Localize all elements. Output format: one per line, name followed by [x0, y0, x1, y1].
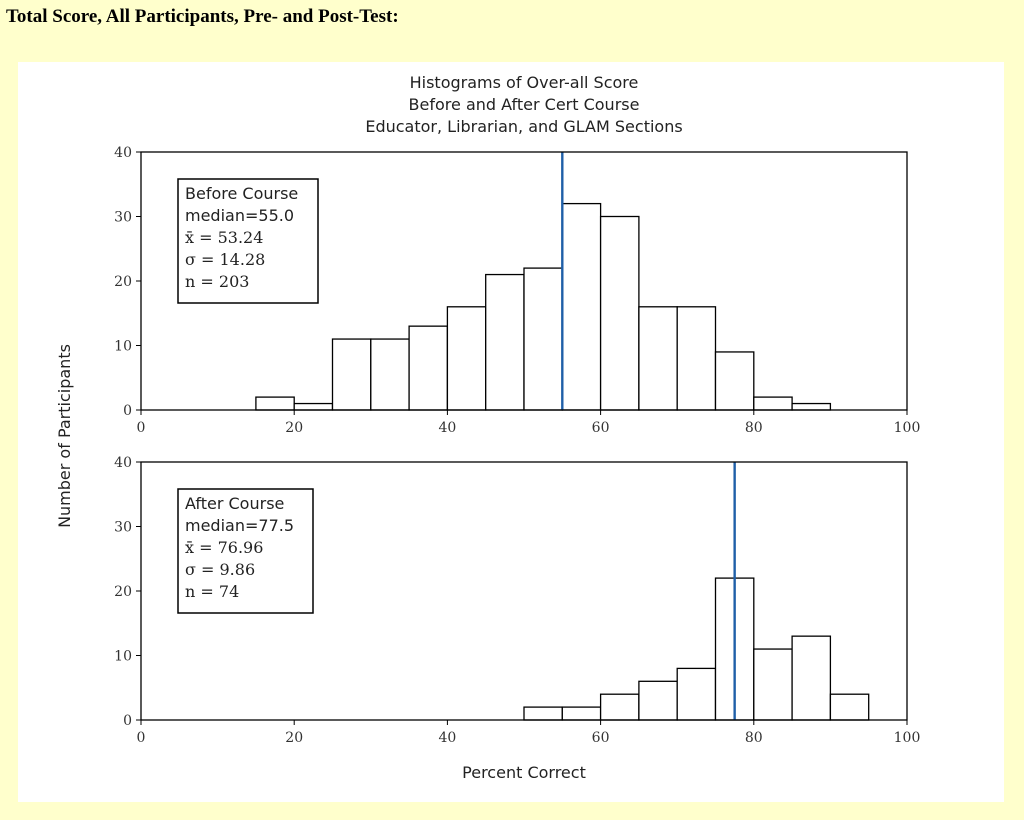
histogram-bar: [561, 202, 602, 411]
chart-title-line: Educator, Librarian, and GLAM Sections: [365, 117, 682, 136]
legend-line: n = 203: [185, 272, 249, 291]
x-tick-label: 40: [438, 730, 456, 746]
y-tick-label: 40: [114, 145, 132, 161]
x-tick-label: 80: [745, 730, 763, 746]
panel-before-course: 0 10 20 30 40 0 20 40 60 80 100 Before Course median…: [114, 145, 920, 436]
stats-legend: Before Course median=55.0 x̄ = 53.24 σ = 14…: [177, 178, 319, 304]
chart-title-line: Histograms of Over-all Score: [410, 73, 639, 92]
histogram-bar: [714, 351, 755, 411]
x-tick-label: 100: [894, 730, 921, 746]
histogram-bar: [485, 273, 525, 411]
legend-line: σ = 9.86: [185, 560, 255, 579]
histogram-bar: [370, 338, 410, 411]
legend-line: σ = 14.28: [185, 250, 265, 269]
y-tick-label: 0: [123, 403, 132, 419]
y-tick-label: 40: [114, 455, 132, 471]
x-tick-label: 0: [137, 730, 146, 746]
histogram-bar: [255, 396, 295, 411]
histogram-bar: [791, 635, 832, 721]
histogram-bar: [523, 706, 563, 721]
y-tick-label: 10: [114, 649, 132, 665]
y-tick-label: 0: [123, 713, 132, 729]
stats-legend: After Course median=77.5 x̄ = 76.96 σ = 9.8…: [177, 488, 314, 614]
histogram-bar: [408, 325, 449, 411]
legend-line: Before Course: [185, 184, 298, 203]
histogram-bar: [331, 338, 372, 411]
legend-line: median=77.5: [185, 516, 294, 535]
x-tick-label: 40: [438, 420, 456, 436]
x-axis-label-text: Percent Correct: [462, 763, 586, 782]
histogram-bar: [599, 215, 640, 411]
y-tick-label: 30: [114, 210, 132, 226]
histogram-bar: [676, 667, 717, 721]
x-tick-label: 20: [285, 730, 303, 746]
legend-line: x̄ = 53.24: [185, 228, 263, 247]
histogram-bar: [599, 693, 640, 721]
histogram-bar: [638, 680, 678, 721]
x-tick-label: 80: [745, 420, 763, 436]
histogram-bar: [753, 396, 793, 411]
histogram-bar: [676, 306, 717, 411]
histogram-bar: [753, 648, 793, 721]
histogram-bar: [791, 402, 832, 411]
y-tick-label: 20: [114, 584, 132, 600]
y-tick-label: 20: [114, 274, 132, 290]
panel-after-course: 0 10 20 30 40 0 20 40 60 80 100 After Course median=…: [114, 455, 920, 746]
legend-box: [177, 488, 314, 614]
chart-title: Histograms of Over-all Score Before and A…: [365, 73, 682, 136]
y-tick-label: 30: [114, 520, 132, 536]
legend-line: After Course: [185, 494, 284, 513]
page-heading: Total Score, All Participants, Pre- and …: [6, 6, 399, 27]
y-tick-label: 10: [114, 339, 132, 355]
legend-line: x̄ = 76.96: [185, 538, 263, 557]
histogram-bar: [829, 693, 870, 721]
x-tick-label: 100: [894, 420, 921, 436]
x-tick-label: 20: [285, 420, 303, 436]
x-tick-label: 0: [137, 420, 146, 436]
chart-title-line: Before and After Cert Course: [409, 95, 640, 114]
histogram-chart: Histograms of Over-all Score Before and A…: [55, 73, 920, 782]
histogram-bar: [446, 306, 487, 411]
histogram-bar: [293, 402, 334, 411]
x-tick-label: 60: [592, 420, 610, 436]
histogram-figure: Histograms of Over-all Score Before and A…: [18, 62, 1004, 802]
histogram-bar: [561, 706, 602, 721]
x-tick-label: 60: [592, 730, 610, 746]
y-axis-label: Number of Participants: [55, 344, 74, 528]
legend-line: median=55.0: [185, 206, 294, 225]
histogram-bar: [638, 306, 678, 411]
y-axis-label-text: Number of Participants: [55, 344, 74, 528]
histogram-bar: [523, 267, 563, 411]
x-axis-label: Percent Correct: [462, 763, 586, 782]
legend-box: [177, 178, 319, 304]
legend-line: n = 74: [185, 582, 239, 601]
